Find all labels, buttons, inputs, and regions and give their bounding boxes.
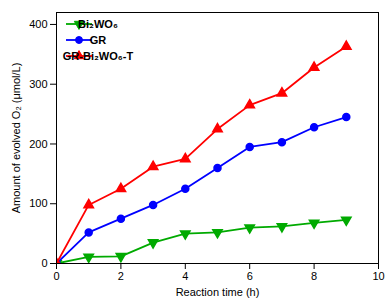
svg-text:10: 10 [372,270,384,282]
svg-text:0: 0 [41,257,47,269]
svg-text:GR-Bi₂WO₆-T: GR-Bi₂WO₆-T [63,50,134,62]
svg-text:400: 400 [29,18,47,30]
svg-text:Reaction time (h): Reaction time (h) [176,286,260,298]
svg-text:100: 100 [29,197,47,209]
svg-text:Amount of evolved O₂ (μmol/L): Amount of evolved O₂ (μmol/L) [10,63,22,214]
svg-text:8: 8 [311,270,317,282]
svg-text:200: 200 [29,137,47,149]
svg-text:0: 0 [53,270,59,282]
svg-text:6: 6 [247,270,253,282]
svg-text:4: 4 [182,270,188,282]
svg-text:300: 300 [29,78,47,90]
svg-text:2: 2 [118,270,124,282]
svg-text:GR: GR [90,34,107,46]
svg-text:Bi₂WO₆: Bi₂WO₆ [78,18,118,30]
